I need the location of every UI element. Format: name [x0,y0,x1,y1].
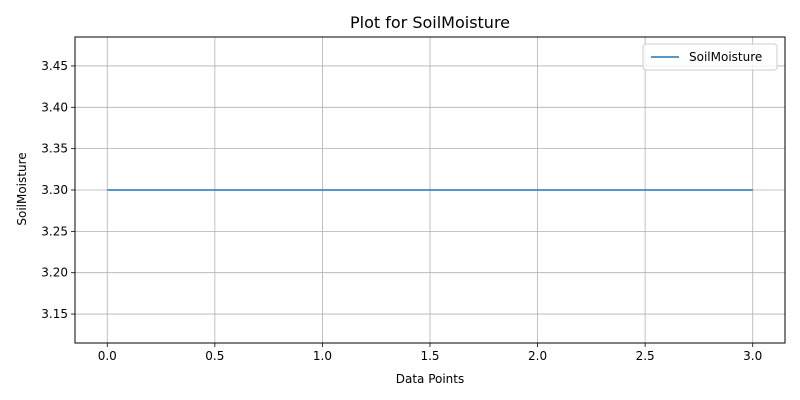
x-tick-label: 1.0 [313,349,332,363]
x-tick-label: 1.5 [420,349,439,363]
legend-box [642,43,778,71]
y-tick-label: 3.45 [41,59,68,73]
legend-label: SoilMoisture [689,50,762,64]
x-axis-title: Data Points [396,372,465,386]
x-tick-label: 3.0 [743,349,762,363]
y-axis-ticks: 3.15 3.20 3.25 3.30 3.35 3.40 3.45 [41,59,75,321]
y-tick-label: 3.25 [41,224,68,238]
x-axis-ticks: 0.0 0.5 1.0 1.5 2.0 2.5 3.0 [98,343,762,363]
y-axis-title: SoilMoisture [15,152,29,225]
y-tick-label: 3.35 [41,142,68,156]
y-tick-label: 3.40 [41,100,68,114]
y-tick-label: 3.30 [41,183,68,197]
x-tick-label: 2.5 [636,349,655,363]
y-tick-label: 3.20 [41,266,68,280]
chart-title: Plot for SoilMoisture [350,13,510,32]
x-tick-label: 0.0 [98,349,117,363]
legend: SoilMoisture [642,43,778,71]
x-tick-label: 2.0 [528,349,547,363]
y-tick-label: 3.15 [41,307,68,321]
x-tick-label: 0.5 [205,349,224,363]
